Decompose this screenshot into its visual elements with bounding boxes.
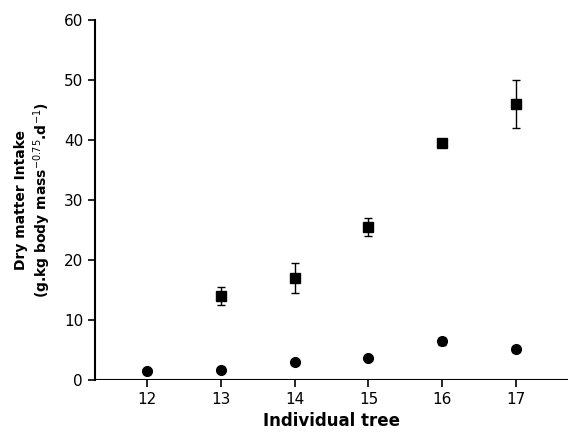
X-axis label: Individual tree: Individual tree [263, 412, 400, 430]
Y-axis label: Dry matter Intake
(g.kg body mass$^{-0.75}$.d$^{-1}$): Dry matter Intake (g.kg body mass$^{-0.7… [14, 102, 52, 298]
